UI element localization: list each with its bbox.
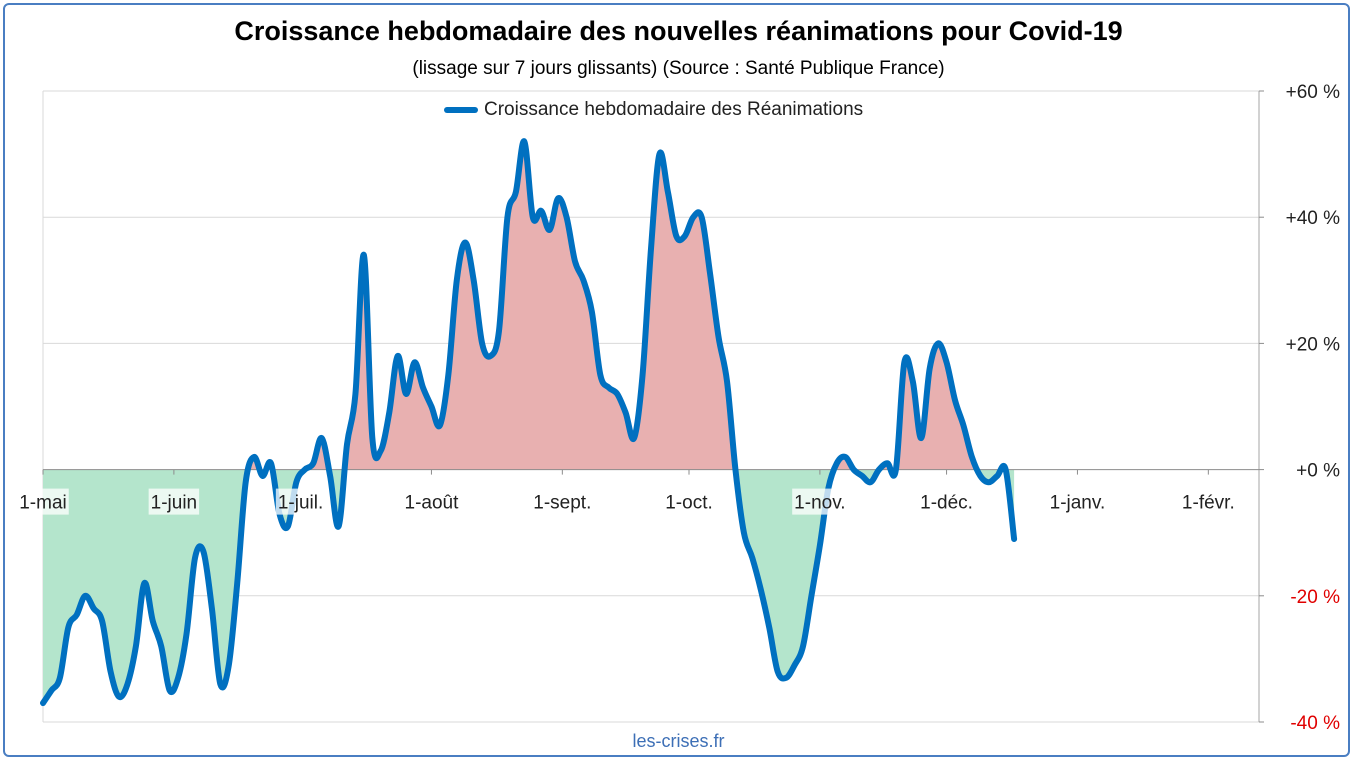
x-tick-label: 1-janv.	[1050, 493, 1106, 514]
x-tick-label-bg	[1047, 488, 1108, 515]
x-tick-label-bg	[918, 488, 975, 515]
legend: Croissance hebdomadaire des Réanimations	[444, 97, 863, 123]
y-tick-label: +20 %	[1286, 334, 1341, 355]
x-tick-label: 1-févr.	[1182, 493, 1235, 514]
x-tick-label: 1-oct.	[665, 493, 713, 514]
x-tick-label-bg	[1179, 488, 1237, 515]
x-tick-label: 1-déc.	[920, 493, 973, 514]
x-tick-label-bg	[275, 488, 326, 515]
x-tick-label-bg	[792, 488, 848, 515]
grid-lines	[42, 90, 1259, 723]
watermark: les-crises.fr	[632, 731, 725, 751]
x-tick-label: 1-juin	[151, 493, 197, 514]
y-tick-label: +60 %	[1286, 82, 1341, 103]
chart-title: Croissance hebdomadaire des nouvelles ré…	[234, 16, 1123, 46]
x-tick-label-bg	[663, 488, 715, 515]
y-tick-label: +0 %	[1296, 461, 1340, 482]
x-tick-label: 1-août	[405, 493, 460, 514]
x-tick-label: 1-mai	[19, 493, 67, 514]
x-tick-label: 1-sept.	[533, 493, 591, 514]
series-line-layer	[40, 138, 1018, 707]
series-line-reanimations	[40, 138, 1018, 707]
x-tick-label-bg	[531, 488, 594, 515]
y-tick-labels: +60 % +40 % +20 % +0 % -20 % -40 %	[1286, 82, 1341, 734]
legend-swatch	[444, 107, 478, 113]
y-tick-label: -40 %	[1290, 713, 1340, 734]
positive-area	[43, 141, 1015, 470]
x-tick-labels: 1-mai 1-juin 1-juil. 1-août 1-sept. 1-oct. 1-n…	[17, 488, 1237, 515]
x-tick-label: 1-nov.	[794, 493, 845, 514]
y-tick-label: -20 %	[1290, 587, 1340, 608]
x-tick-label-bg	[17, 488, 69, 515]
x-tick-label-bg	[148, 488, 200, 515]
chart-subtitle: (lissage sur 7 jours glissants) (Source …	[412, 58, 945, 79]
y-tick-label: +40 %	[1286, 208, 1341, 229]
x-tick-label-bg	[402, 488, 461, 515]
x-tick-label: 1-juil.	[278, 493, 323, 514]
legend-label: Croissance hebdomadaire des Réanimations	[484, 99, 864, 120]
